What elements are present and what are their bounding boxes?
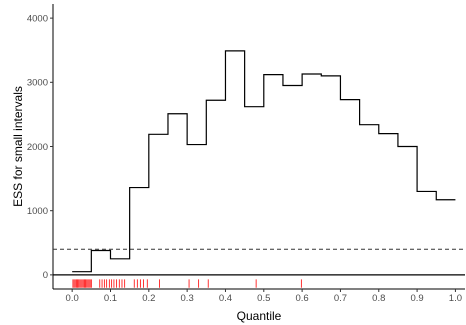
x-tick-label: 0.8 — [372, 293, 385, 304]
y-tick-label: 3000 — [27, 78, 48, 89]
x-axis-ticks: 0.0 0.1 0.2 0.3 0.4 0.5 0.6 0.7 0.8 0.9 1.0 — [66, 289, 462, 304]
x-tick-label: 0.7 — [334, 293, 347, 304]
reference-lines — [53, 248, 465, 276]
rug-marks — [72, 279, 302, 288]
y-axis-title: ESS for small intervals — [11, 86, 25, 207]
x-tick-label: 0.3 — [181, 293, 194, 304]
x-tick-label: 0.2 — [142, 293, 155, 304]
ess-step-line — [72, 50, 456, 273]
x-tick-label: 0.0 — [66, 293, 79, 304]
series-group — [72, 50, 456, 273]
x-tick-label: 0.5 — [257, 293, 270, 304]
x-tick-label: 0.6 — [296, 293, 309, 304]
y-tick-label: 4000 — [27, 13, 48, 24]
y-tick-label: 0 — [43, 270, 48, 281]
x-axis-title: Quantile — [237, 309, 282, 323]
x-tick-label: 0.1 — [104, 293, 117, 304]
x-tick-label: 0.4 — [219, 293, 232, 304]
y-tick-label: 2000 — [27, 142, 48, 153]
x-tick-label: 1.0 — [449, 293, 462, 304]
y-tick-label: 1000 — [27, 206, 48, 217]
x-tick-label: 0.9 — [410, 293, 423, 304]
y-axis-ticks: 0 1000 2000 3000 4000 — [27, 13, 53, 281]
